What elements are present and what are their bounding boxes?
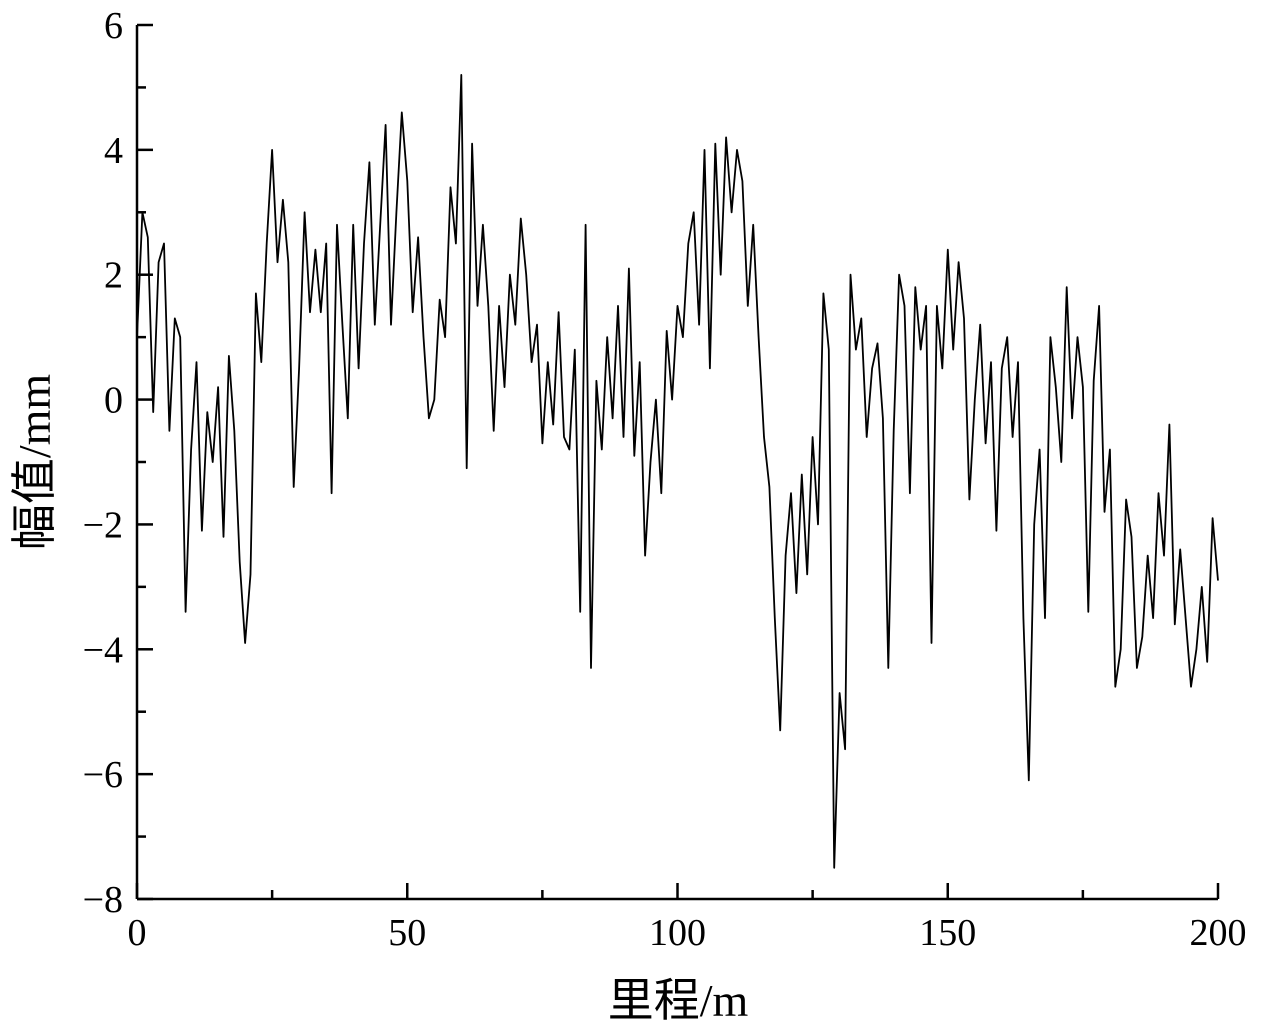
y-tick-label: 0 <box>104 380 123 422</box>
x-tick-label: 0 <box>128 912 147 954</box>
x-tick-label: 200 <box>1190 912 1247 954</box>
y-tick-label: 2 <box>104 255 123 297</box>
y-tick-label: −2 <box>83 504 123 546</box>
x-tick-label: 100 <box>649 912 706 954</box>
y-tick-label: −4 <box>83 629 123 671</box>
y-tick-label: −8 <box>83 879 123 921</box>
x-tick-label: 150 <box>919 912 976 954</box>
y-axis-label: 幅值/mm <box>9 374 60 551</box>
y-tick-label: −6 <box>83 754 123 796</box>
data-line <box>136 74 1219 869</box>
y-tick-label: 6 <box>104 5 123 47</box>
y-tick-label: 4 <box>104 130 123 172</box>
x-tick-label: 50 <box>388 912 426 954</box>
x-axis-label: 里程/m <box>608 975 749 1026</box>
